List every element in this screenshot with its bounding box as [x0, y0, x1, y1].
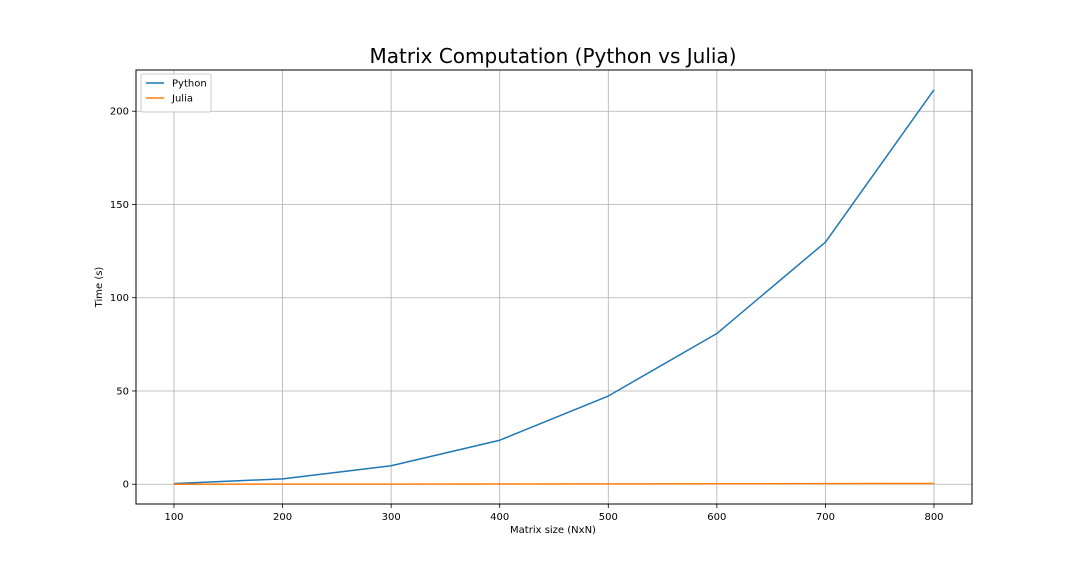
grid-lines: [136, 70, 972, 504]
series-line-python: [173, 89, 935, 485]
y-axis-label: Time (s): [94, 267, 105, 309]
x-tick-label: 700: [816, 512, 835, 523]
x-axis-label: Matrix size (NxN): [510, 525, 596, 536]
chart-title: Matrix Computation (Python vs Julia): [370, 44, 737, 68]
x-tick-label: 200: [273, 512, 292, 523]
series-lines: [173, 89, 935, 485]
axis-ticks: 100 200 300 400 500 600 700 800 0 50 100 150 200: [110, 107, 944, 523]
legend-label-python: Python: [172, 79, 207, 90]
y-tick-label: 150: [110, 200, 129, 211]
series-line-julia: [173, 482, 935, 485]
y-tick-label: 200: [110, 107, 129, 118]
x-tick-label: 300: [382, 512, 401, 523]
y-tick-label: 100: [110, 293, 129, 304]
x-tick-label: 400: [490, 512, 509, 523]
legend-label-julia: Julia: [171, 94, 193, 105]
x-tick-label: 600: [707, 512, 726, 523]
legend: Python Julia: [140, 73, 212, 113]
y-tick-label: 0: [123, 480, 129, 491]
x-tick-label: 500: [599, 512, 618, 523]
plot-frame: [135, 69, 973, 505]
x-tick-label: 800: [924, 512, 943, 523]
y-tick-label: 50: [116, 386, 129, 397]
x-tick-label: 100: [164, 512, 183, 523]
